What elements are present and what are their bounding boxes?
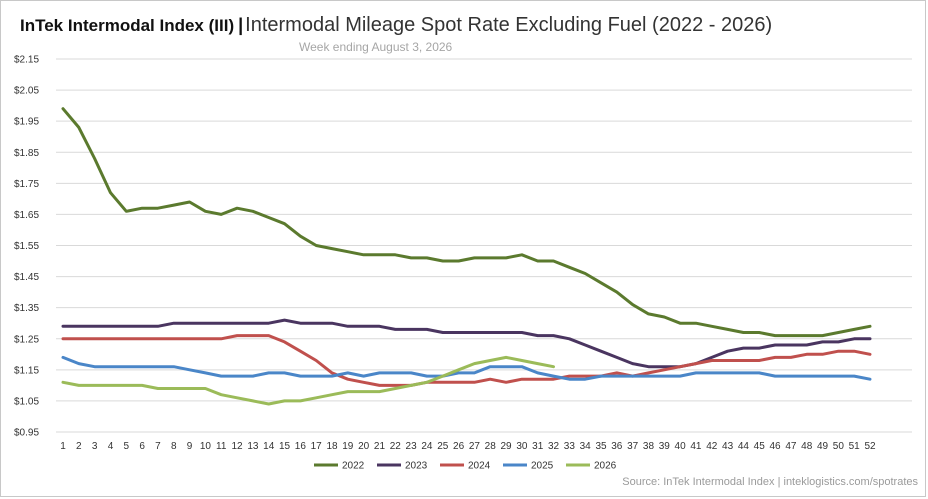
x-tick-label: 14: [263, 441, 275, 452]
chart-title-subtitle: Intermodal Mileage Spot Rate Excluding F…: [245, 14, 773, 36]
x-tick-label: 44: [738, 441, 750, 452]
x-tick-label: 2: [76, 441, 82, 452]
source-note: Source: InTek Intermodal Index | inteklo…: [622, 476, 918, 488]
x-tick-label: 21: [374, 441, 386, 452]
x-tick-label: 50: [833, 441, 845, 452]
x-tick-label: 33: [564, 441, 576, 452]
x-tick-label: 9: [187, 441, 193, 452]
x-tick-label: 3: [92, 441, 98, 452]
series-line-2022: [61, 107, 872, 338]
x-tick-label: 29: [500, 441, 512, 452]
x-tick-label: 48: [801, 441, 813, 452]
x-tick-label: 31: [532, 441, 544, 452]
x-tick-label: 46: [769, 441, 781, 452]
series-line-2026: [61, 355, 555, 406]
x-tick-label: 52: [864, 441, 876, 452]
y-tick-label: $1.35: [14, 303, 39, 314]
legend-label-2026: 2026: [594, 461, 617, 472]
x-tick-label: 47: [785, 441, 797, 452]
x-tick-label: 6: [139, 441, 145, 452]
y-tick-label: $2.05: [14, 86, 39, 97]
y-tick-label: $1.85: [14, 148, 39, 159]
x-tick-label: 16: [295, 441, 307, 452]
legend-label-2024: 2024: [468, 461, 491, 472]
x-tick-label: 41: [690, 441, 702, 452]
series-line-2024: [61, 334, 872, 387]
x-tick-label: 30: [516, 441, 528, 452]
x-tick-label: 12: [231, 441, 243, 452]
series-line-2023: [61, 318, 872, 369]
x-tick-label: 34: [580, 441, 592, 452]
x-tick-label: 20: [358, 441, 370, 452]
x-tick-label: 8: [171, 441, 177, 452]
x-tick-label: 36: [611, 441, 623, 452]
y-tick-label: $1.75: [14, 179, 39, 190]
x-tick-label: 24: [421, 441, 433, 452]
legend: 2022 2023 2024 2025 2026: [314, 461, 617, 472]
y-tick-label: $1.55: [14, 241, 39, 252]
title-separator: |: [238, 15, 244, 35]
y-tick-label: $0.95: [14, 428, 39, 439]
x-tick-label: 43: [722, 441, 734, 452]
x-tick-label: 25: [437, 441, 449, 452]
week-ending-label: Week ending August 3, 2026: [299, 40, 453, 54]
series-layer: [61, 107, 872, 406]
x-tick-label: 10: [200, 441, 212, 452]
y-tick-label: $1.95: [14, 117, 39, 128]
x-tick-label: 26: [453, 441, 465, 452]
x-tick-label: 38: [643, 441, 655, 452]
x-tick-label: 7: [155, 441, 161, 452]
x-tick-label: 40: [675, 441, 687, 452]
legend-label-2025: 2025: [531, 461, 554, 472]
y-tick-label: $1.65: [14, 210, 39, 221]
x-tick-label: 39: [659, 441, 671, 452]
x-tick-label: 1: [60, 441, 66, 452]
y-tick-label: $1.45: [14, 272, 39, 283]
x-tick-label: 4: [108, 441, 114, 452]
x-tick-label: 28: [485, 441, 497, 452]
x-tick-label: 35: [595, 441, 607, 452]
title-row: InTek Intermodal Index (III) | Intermodal …: [20, 14, 772, 37]
x-tick-label: 18: [326, 441, 338, 452]
x-tick-label: 49: [817, 441, 829, 452]
x-tick-label: 19: [342, 441, 354, 452]
x-tick-label: 17: [311, 441, 323, 452]
x-tick-label: 51: [849, 441, 861, 452]
x-tick-label: 27: [469, 441, 481, 452]
y-tick-label: $1.05: [14, 396, 39, 407]
x-tick-label: 37: [627, 441, 639, 452]
grid-layer: [56, 58, 912, 433]
x-tick-label: 32: [548, 441, 560, 452]
legend-label-2022: 2022: [342, 461, 365, 472]
x-tick-label: 45: [754, 441, 766, 452]
x-tick-label: 23: [406, 441, 418, 452]
y-axis-ticks: $2.15 $2.05 $1.95 $1.85 $1.75 $1.65 $1.55 $1.45…: [14, 55, 39, 439]
y-tick-label: $1.15: [14, 365, 39, 376]
x-tick-label: 22: [390, 441, 402, 452]
series-line-2025: [61, 355, 872, 381]
x-axis-ticks: 1 2 3 4 5 6 7 8 9 10 11 12 13 14 15 16 17 18 19 20 21 22 23 24 2…: [60, 441, 876, 452]
y-tick-label: $1.25: [14, 334, 39, 345]
x-tick-label: 11: [216, 441, 227, 452]
x-tick-label: 5: [124, 441, 130, 452]
x-tick-label: 13: [247, 441, 259, 452]
legend-label-2023: 2023: [405, 461, 428, 472]
x-tick-label: 15: [279, 441, 291, 452]
x-tick-label: 42: [706, 441, 718, 452]
y-tick-label: $2.15: [14, 55, 39, 66]
chart-title-main: InTek Intermodal Index (III): [20, 16, 235, 35]
